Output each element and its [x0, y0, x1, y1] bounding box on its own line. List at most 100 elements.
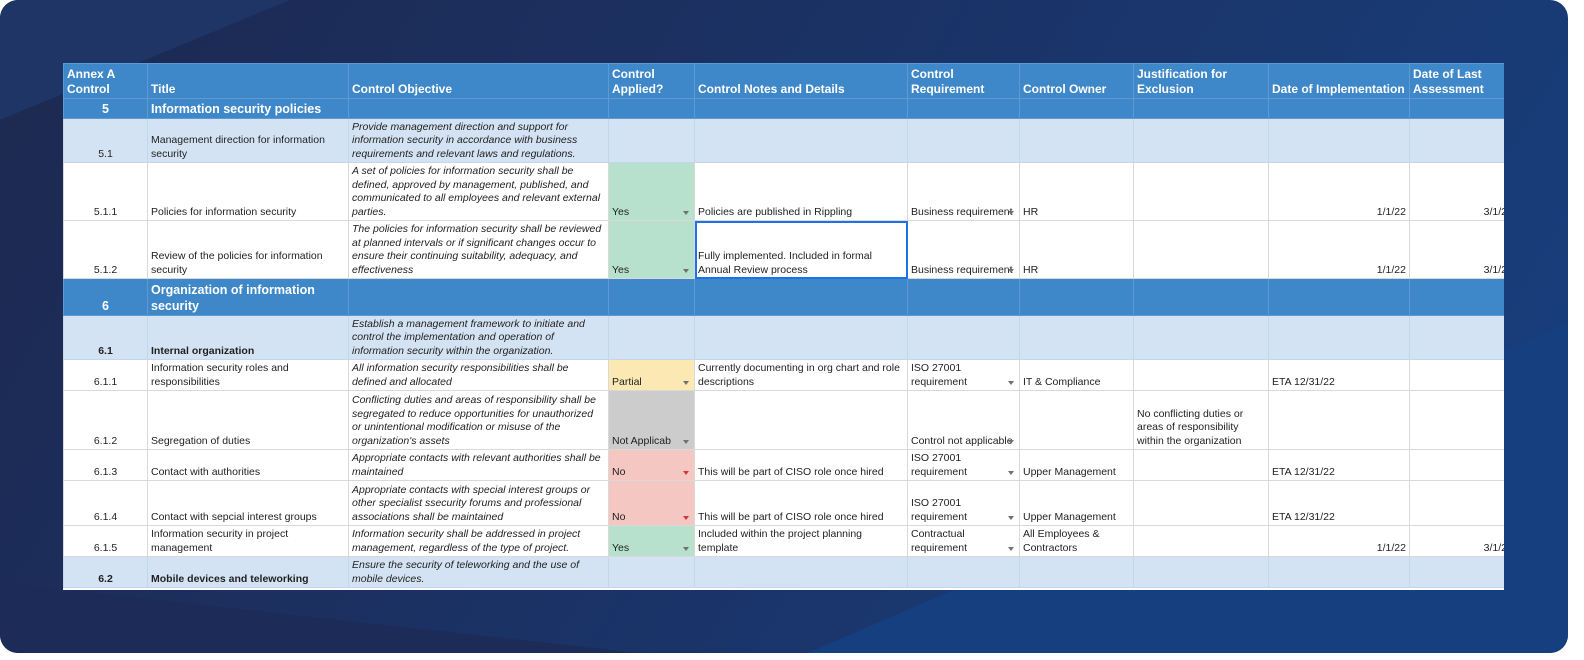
cell-objective[interactable]: Appropriate contacts with relevant autho… [348, 449, 609, 481]
cell-title[interactable]: Mobile devices and teleworking [147, 556, 349, 588]
requirement-dropdown[interactable]: Business requirement [907, 220, 1020, 279]
applied-dropdown[interactable]: Yes [608, 525, 695, 557]
cell-num[interactable]: 5.1.1 [63, 162, 148, 221]
cell-impl-date[interactable]: 1/1/22 [1268, 525, 1410, 557]
cell-title[interactable]: Contact with sepcial interest groups [147, 480, 349, 526]
cell-assess-date[interactable]: 3/1/2 [1409, 162, 1504, 221]
applied-dropdown[interactable]: Not Applicab [608, 390, 695, 450]
column-header-assess-date[interactable]: Date of Last Assessment [1409, 63, 1504, 99]
column-header-owner[interactable]: Control Owner [1019, 63, 1134, 99]
cell-objective[interactable]: Information security shall be addressed … [348, 525, 609, 557]
cell-applied[interactable] [608, 315, 695, 360]
column-header-objective[interactable]: Control Objective [348, 63, 609, 99]
triangle-down-icon[interactable] [1008, 516, 1014, 520]
cell-num[interactable]: 6.1.2 [63, 390, 148, 450]
cell-title[interactable]: Segregation of duties [147, 390, 349, 450]
cell-owner[interactable]: HR [1019, 220, 1134, 279]
applied-dropdown[interactable]: No [608, 480, 695, 526]
cell-num[interactable]: 6.1.3 [63, 449, 148, 481]
cell-notes[interactable]: Currently documenting in org chart and r… [694, 359, 908, 391]
cell-assess-date[interactable]: 3/1/2 [1409, 220, 1504, 279]
cell-impl-date[interactable]: ETA 12/31/22 [1268, 359, 1410, 391]
cell-notes[interactable]: Included within the project planning tem… [694, 525, 908, 557]
cell-objective[interactable]: The policies for information security sh… [348, 220, 609, 279]
cell-num[interactable]: 6.2 [63, 556, 148, 588]
cell-num[interactable]: 6.1.4 [63, 480, 148, 526]
cell-impl-date[interactable] [1268, 315, 1410, 360]
cell-justification[interactable] [1133, 162, 1269, 221]
cell-justification[interactable] [1133, 278, 1269, 316]
cell-owner[interactable] [1019, 98, 1134, 119]
requirement-dropdown[interactable]: Contractual requirement [907, 525, 1020, 557]
column-header-notes[interactable]: Control Notes and Details [694, 63, 908, 99]
cell-requirement[interactable] [907, 556, 1020, 588]
cell-impl-date[interactable]: 1/1/22 [1268, 220, 1410, 279]
triangle-down-icon[interactable] [683, 269, 689, 273]
cell-notes[interactable] [694, 278, 908, 316]
requirement-dropdown[interactable]: ISO 27001 requirement [907, 359, 1020, 391]
cell-num[interactable]: 6 [63, 278, 148, 316]
triangle-down-icon[interactable] [1008, 269, 1014, 273]
triangle-down-icon[interactable] [1008, 547, 1014, 551]
cell-impl-date[interactable] [1268, 98, 1410, 119]
column-header-requirement[interactable]: Control Requirement [907, 63, 1020, 99]
column-header-applied[interactable]: Control Applied? [608, 63, 695, 99]
cell-justification[interactable] [1133, 220, 1269, 279]
cell-owner[interactable]: IT & Compliance [1019, 359, 1134, 391]
cell-num[interactable]: 6.1.5 [63, 525, 148, 557]
cell-owner[interactable]: Upper Management [1019, 480, 1134, 526]
cell-assess-date[interactable] [1409, 359, 1504, 391]
cell-title[interactable]: Information security in project manageme… [147, 525, 349, 557]
cell-owner[interactable] [1019, 118, 1134, 163]
cell-objective[interactable] [348, 278, 609, 316]
column-header-annex[interactable]: Annex A Control [63, 63, 148, 99]
triangle-down-icon[interactable] [1008, 211, 1014, 215]
cell-title[interactable]: Internal organization [147, 315, 349, 360]
applied-dropdown[interactable]: Yes [608, 220, 695, 279]
cell-impl-date[interactable]: 1/1/22 [1268, 162, 1410, 221]
cell-requirement[interactable] [907, 278, 1020, 316]
cell-objective[interactable] [348, 98, 609, 119]
cell-notes[interactable] [694, 390, 908, 450]
cell-num[interactable]: 5.1.2 [63, 220, 148, 279]
cell-impl-date[interactable] [1268, 390, 1410, 450]
applied-dropdown[interactable]: Yes [608, 162, 695, 221]
cell-assess-date[interactable] [1409, 449, 1504, 481]
cell-owner[interactable] [1019, 278, 1134, 316]
cell-assess-date[interactable] [1409, 315, 1504, 360]
cell-objective[interactable]: Conflicting duties and areas of responsi… [348, 390, 609, 450]
triangle-down-icon[interactable] [1008, 440, 1014, 444]
cell-notes[interactable] [694, 315, 908, 360]
cell-num[interactable]: 6.1 [63, 315, 148, 360]
column-header-justification[interactable]: Justification for Exclusion [1133, 63, 1269, 99]
cell-requirement[interactable] [907, 118, 1020, 163]
cell-applied[interactable] [608, 556, 695, 588]
cell-impl-date[interactable] [1268, 278, 1410, 316]
cell-objective[interactable]: Ensure the security of teleworking and t… [348, 556, 609, 588]
cell-num[interactable]: 5 [63, 98, 148, 119]
cell-owner[interactable]: HR [1019, 162, 1134, 221]
requirement-dropdown[interactable]: Business requirement [907, 162, 1020, 221]
cell-title[interactable]: Contact with authorities [147, 449, 349, 481]
cell-notes[interactable]: Policies are published in Rippling [694, 162, 908, 221]
cell-justification[interactable] [1133, 118, 1269, 163]
cell-applied[interactable] [608, 118, 695, 163]
cell-num[interactable]: 6.1.1 [63, 359, 148, 391]
cell-applied[interactable] [608, 98, 695, 119]
cell-assess-date[interactable] [1409, 390, 1504, 450]
cell-owner[interactable] [1019, 315, 1134, 360]
triangle-down-icon[interactable] [683, 516, 689, 520]
column-header-title[interactable]: Title [147, 63, 349, 99]
cell-justification[interactable] [1133, 315, 1269, 360]
requirement-dropdown[interactable]: Control not applicable [907, 390, 1020, 450]
cell-owner[interactable] [1019, 556, 1134, 588]
triangle-down-icon[interactable] [683, 440, 689, 444]
cell-justification[interactable] [1133, 525, 1269, 557]
cell-impl-date[interactable] [1268, 556, 1410, 588]
cell-assess-date[interactable] [1409, 98, 1504, 119]
cell-owner[interactable] [1019, 390, 1134, 450]
cell-title[interactable]: Management direction for information sec… [147, 118, 349, 163]
triangle-down-icon[interactable] [683, 471, 689, 475]
cell-objective[interactable]: Establish a management framework to init… [348, 315, 609, 360]
column-header-impl-date[interactable]: Date of Implementation [1268, 63, 1410, 99]
